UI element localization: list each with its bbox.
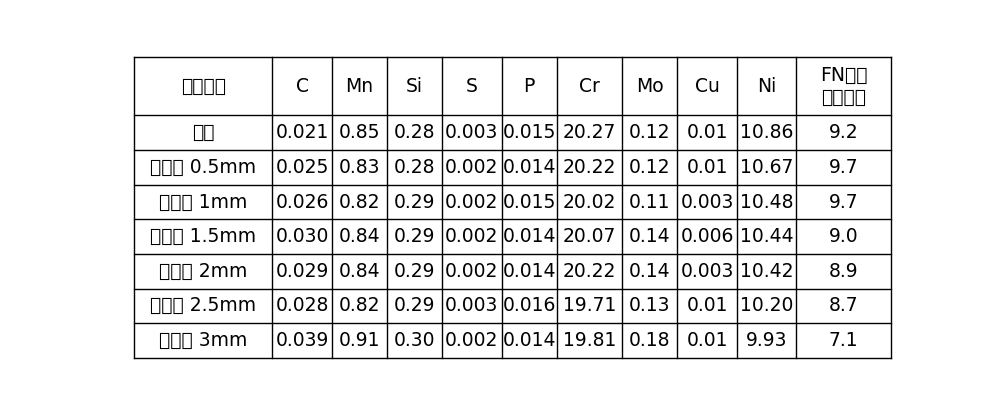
Text: 0.016: 0.016: [502, 296, 556, 315]
Text: 10.67: 10.67: [740, 158, 793, 177]
Text: 表面: 表面: [192, 123, 215, 142]
Text: C: C: [296, 77, 309, 96]
Text: 0.01: 0.01: [686, 296, 728, 315]
Text: 0.002: 0.002: [445, 192, 499, 212]
Text: 0.30: 0.30: [394, 331, 435, 350]
Text: 10.44: 10.44: [740, 227, 793, 246]
Text: 0.29: 0.29: [394, 296, 435, 315]
Text: 0.12: 0.12: [629, 123, 671, 142]
Text: 8.7: 8.7: [829, 296, 858, 315]
Text: Ni: Ni: [757, 77, 776, 96]
Text: 0.015: 0.015: [502, 123, 556, 142]
Text: 9.2: 9.2: [829, 123, 858, 142]
Text: FN（铁
素体数）: FN（铁 素体数）: [820, 66, 867, 107]
Text: 0.28: 0.28: [394, 123, 435, 142]
Text: S: S: [466, 77, 478, 96]
Text: 0.025: 0.025: [276, 158, 329, 177]
Text: 19.71: 19.71: [563, 296, 616, 315]
Text: 10.86: 10.86: [740, 123, 793, 142]
Text: 10.20: 10.20: [740, 296, 793, 315]
Text: 0.12: 0.12: [629, 158, 671, 177]
Text: 20.07: 20.07: [563, 227, 616, 246]
Text: 0.28: 0.28: [394, 158, 435, 177]
Text: 0.030: 0.030: [276, 227, 329, 246]
Text: 0.003: 0.003: [680, 262, 734, 281]
Text: 0.002: 0.002: [445, 158, 499, 177]
Text: Cr: Cr: [579, 77, 600, 96]
Text: 0.003: 0.003: [445, 296, 499, 315]
Text: 0.01: 0.01: [686, 123, 728, 142]
Text: 0.14: 0.14: [629, 262, 671, 281]
Text: 0.13: 0.13: [629, 296, 671, 315]
Text: 9.93: 9.93: [746, 331, 787, 350]
Text: 20.27: 20.27: [563, 123, 616, 142]
Text: 0.028: 0.028: [276, 296, 329, 315]
Text: 0.002: 0.002: [445, 331, 499, 350]
Text: 0.82: 0.82: [339, 296, 380, 315]
Text: 0.01: 0.01: [686, 158, 728, 177]
Text: 0.015: 0.015: [502, 192, 556, 212]
Text: 0.84: 0.84: [339, 227, 380, 246]
Text: 0.91: 0.91: [339, 331, 380, 350]
Text: 距表面 3mm: 距表面 3mm: [159, 331, 248, 350]
Text: 20.22: 20.22: [563, 158, 616, 177]
Text: 0.83: 0.83: [339, 158, 380, 177]
Text: Cu: Cu: [695, 77, 720, 96]
Text: Mo: Mo: [636, 77, 664, 96]
Text: 0.18: 0.18: [629, 331, 671, 350]
Text: 0.014: 0.014: [502, 227, 556, 246]
Text: 0.006: 0.006: [680, 227, 734, 246]
Text: P: P: [523, 77, 535, 96]
Text: 0.014: 0.014: [502, 331, 556, 350]
Text: 20.22: 20.22: [563, 262, 616, 281]
Text: 0.29: 0.29: [394, 192, 435, 212]
Text: 0.014: 0.014: [502, 158, 556, 177]
Text: 9.7: 9.7: [829, 192, 858, 212]
Text: 0.021: 0.021: [276, 123, 329, 142]
Text: 0.002: 0.002: [445, 227, 499, 246]
Text: 0.003: 0.003: [680, 192, 734, 212]
Text: 0.84: 0.84: [339, 262, 380, 281]
Text: 0.82: 0.82: [339, 192, 380, 212]
Text: 0.029: 0.029: [276, 262, 329, 281]
Text: 8.9: 8.9: [829, 262, 858, 281]
Text: 检测位置: 检测位置: [181, 77, 226, 96]
Text: 0.29: 0.29: [394, 262, 435, 281]
Text: 10.42: 10.42: [740, 262, 793, 281]
Text: 距表面 1.5mm: 距表面 1.5mm: [150, 227, 256, 246]
Text: 距表面 2mm: 距表面 2mm: [159, 262, 248, 281]
Text: 0.11: 0.11: [629, 192, 671, 212]
Text: 0.01: 0.01: [686, 331, 728, 350]
Text: Si: Si: [406, 77, 423, 96]
Text: 距表面 2.5mm: 距表面 2.5mm: [150, 296, 256, 315]
Text: 7.1: 7.1: [829, 331, 858, 350]
Text: 0.003: 0.003: [445, 123, 499, 142]
Text: 20.02: 20.02: [563, 192, 616, 212]
Text: 距表面 1mm: 距表面 1mm: [159, 192, 248, 212]
Text: 0.14: 0.14: [629, 227, 671, 246]
Text: 9.7: 9.7: [829, 158, 858, 177]
Text: 0.014: 0.014: [502, 262, 556, 281]
Text: 0.026: 0.026: [276, 192, 329, 212]
Text: 0.85: 0.85: [339, 123, 380, 142]
Text: 0.002: 0.002: [445, 262, 499, 281]
Text: 10.48: 10.48: [740, 192, 793, 212]
Text: 9.0: 9.0: [829, 227, 858, 246]
Text: 0.29: 0.29: [394, 227, 435, 246]
Text: Mn: Mn: [345, 77, 374, 96]
Text: 19.81: 19.81: [563, 331, 616, 350]
Text: 0.039: 0.039: [276, 331, 329, 350]
Text: 距表面 0.5mm: 距表面 0.5mm: [150, 158, 256, 177]
